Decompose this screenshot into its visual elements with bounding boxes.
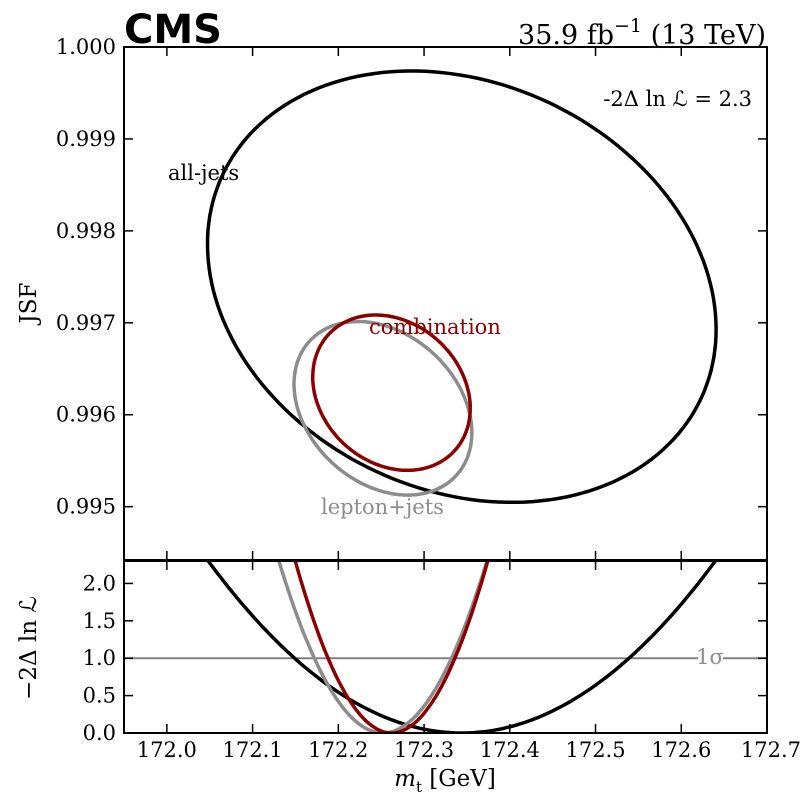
label-combination: combination <box>369 315 501 339</box>
x-axis-label: mt [GeV] <box>394 766 496 796</box>
top-y-tick-label: 0.997 <box>56 311 116 335</box>
bottom-x-tick-label: 172.5 <box>565 738 625 762</box>
likelihood-all-jets <box>206 561 718 733</box>
label-lepton-jets: lepton+jets <box>321 495 444 519</box>
x-axis-label-subscript: t <box>416 778 422 796</box>
bottom-x-tick-label: 172.2 <box>308 738 368 762</box>
contour-level-note: -2Δ ln ℒ = 2.3 <box>603 87 752 111</box>
contour-curves <box>205 69 718 505</box>
x-axis-label-unit: [GeV] <box>422 766 496 792</box>
bottom-y-tick-label: 0.0 <box>83 721 116 745</box>
bottom-x-tick-label: 172.7 <box>741 738 801 762</box>
x-axis-label-symbol: m <box>394 766 416 792</box>
contour-all-jets <box>205 69 718 505</box>
lumi-energy: (13 TeV) <box>642 20 766 51</box>
bottom-y-tick-label: 0.5 <box>83 684 116 708</box>
top-y-tick-label: 0.995 <box>56 495 116 519</box>
bottom-x-tick-label: 172.3 <box>394 738 454 762</box>
likelihood-curves <box>124 561 767 733</box>
bottom-y-tick-label: 1.0 <box>83 646 116 670</box>
luminosity-label: 35.9 fb−1 (13 TeV) <box>518 15 766 51</box>
bottom-y-tick-label: 2.0 <box>83 571 116 595</box>
top-y-tick-label: 0.999 <box>56 127 116 151</box>
contour-lepton-jets <box>292 319 474 497</box>
likelihood-combination <box>293 561 490 733</box>
bottom-x-tick-label: 172.4 <box>480 738 540 762</box>
lumi-exponent: −1 <box>614 15 642 37</box>
contour-combination <box>310 313 472 473</box>
contour-panel: 0.995 0.996 0.997 0.998 0.999 1.000 -2Δ ln ℒ … <box>16 35 768 561</box>
likelihood-lepton-jets <box>277 561 489 733</box>
bottom-y-tick-label: 1.5 <box>83 609 116 633</box>
label-all-jets: all-jets <box>168 161 239 185</box>
sigma-label: 1σ <box>696 645 724 669</box>
bottom-y-ticks: 0.0 0.5 1.0 1.5 2.0 <box>83 571 767 745</box>
lumi-value: 35.9 fb <box>518 20 614 51</box>
bottom-x-tick-label: 172.1 <box>223 738 283 762</box>
top-y-tick-label: 1.000 <box>56 35 116 59</box>
top-y-ticks: 0.995 0.996 0.997 0.998 0.999 1.000 <box>56 35 767 519</box>
top-y-tick-label: 0.996 <box>56 403 116 427</box>
top-y-axis-label: JSF <box>16 283 42 326</box>
bottom-x-tick-label: 172.6 <box>651 738 711 762</box>
bottom-axes-frame <box>123 560 768 734</box>
experiment-label: CMS <box>124 7 222 53</box>
likelihood-panel: 0.0 0.5 1.0 1.5 2.0 172.0 172.1 172.2 172.3 172.… <box>16 560 801 796</box>
bottom-x-tick-label: 172.0 <box>137 738 197 762</box>
top-x-ticks <box>166 47 768 560</box>
top-y-tick-label: 0.998 <box>56 219 116 243</box>
bottom-y-axis-label: −2Δ ln ℒ <box>16 596 42 700</box>
